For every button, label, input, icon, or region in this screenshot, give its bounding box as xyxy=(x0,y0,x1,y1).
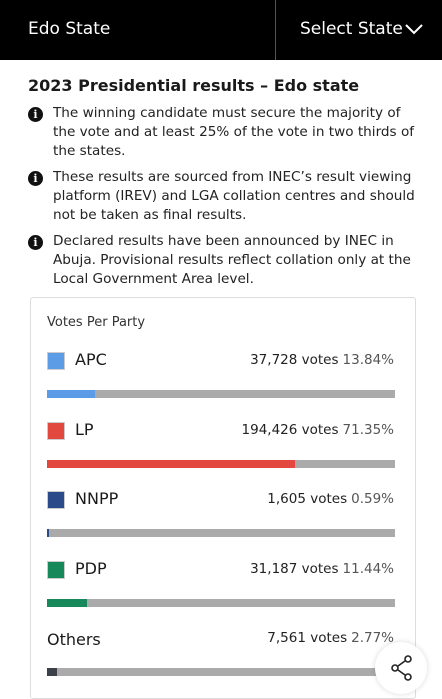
votes: 37,728 votes xyxy=(250,352,339,368)
share-button[interactable] xyxy=(375,642,427,694)
votes: 7,561 votes xyxy=(267,630,348,646)
share: 71.35% xyxy=(342,421,394,438)
party-result: 31,187 votes 11.44% xyxy=(250,561,394,577)
title: 2023 Presidential results – Edo state xyxy=(28,76,360,95)
party-logo xyxy=(47,352,65,370)
state-selector[interactable]: Select State xyxy=(300,19,403,39)
share: 13.84% xyxy=(342,352,394,368)
bar-track xyxy=(47,668,395,676)
votes: 194,426 votes xyxy=(241,421,339,438)
bar-track xyxy=(47,459,395,468)
party-logo xyxy=(47,560,65,579)
votes: 31,187 votes xyxy=(250,560,339,577)
party-name: LP xyxy=(75,419,94,439)
share: 2.77% xyxy=(351,630,394,646)
party-logo xyxy=(47,491,65,509)
bar xyxy=(47,390,96,398)
note-text: Declared results have been announced by … xyxy=(53,233,411,287)
info-icon: i xyxy=(28,107,43,122)
bar xyxy=(47,459,296,468)
votes: 1,605 votes xyxy=(267,491,348,507)
bar-track xyxy=(47,390,395,398)
party-name: APC xyxy=(75,350,107,369)
party-result: 1,605 votes 0.59% xyxy=(267,491,394,507)
info-icon: i xyxy=(28,235,43,250)
share-icon[interactable] xyxy=(375,642,427,694)
chevron[interactable] xyxy=(404,22,424,36)
header: Edo State Select State xyxy=(0,0,442,60)
party-result: 37,728 votes 13.84% xyxy=(250,352,394,368)
bar-track xyxy=(47,529,395,537)
divider xyxy=(275,0,276,60)
share: 0.59% xyxy=(351,491,394,507)
bar xyxy=(47,529,50,537)
party-name: Others xyxy=(47,630,101,649)
party-name: NNPP xyxy=(75,489,119,508)
card-title: Votes Per Party xyxy=(47,315,146,330)
bar xyxy=(47,598,87,607)
party-result: 194,426 votes 71.35% xyxy=(242,422,394,438)
note-text: These results are sourced from INEC’s re… xyxy=(53,169,415,223)
party-name: PDP xyxy=(75,558,107,578)
info-icon: i xyxy=(28,171,43,186)
state-name: Edo State xyxy=(28,19,111,39)
share: 11.44% xyxy=(342,560,394,577)
party-logo xyxy=(47,421,65,440)
party-result: 7,561 votes 2.77% xyxy=(267,630,394,646)
bar-track xyxy=(47,598,395,607)
bar xyxy=(47,668,57,676)
note-text: The winning candidate must secure the ma… xyxy=(53,105,415,159)
